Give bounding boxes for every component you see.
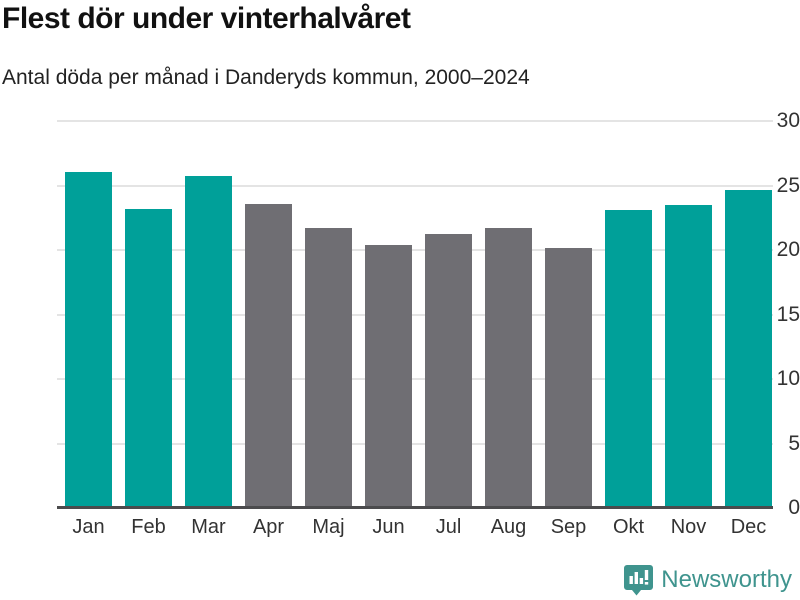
chart-title: Flest dör under vinterhalvåret (2, 2, 411, 35)
x-axis-labels: Jan Feb Mar Apr Maj Jun Jul Aug Sep Okt Nov Dec (65, 516, 772, 539)
x-axis-line (57, 506, 773, 509)
gridline-10 (57, 378, 773, 380)
bar-feb (125, 209, 172, 507)
bar-okt (605, 210, 652, 507)
bar-nov (665, 205, 712, 507)
bar-jul (425, 233, 472, 507)
bar-mar (185, 175, 232, 507)
gridline-25 (57, 184, 773, 187)
gridline-20 (57, 249, 773, 251)
plot-area (57, 120, 773, 509)
bar-chart-speech-bubble-icon (623, 564, 654, 596)
x-tick-label-maj: Maj (312, 516, 345, 538)
y-tick-label-5: 5 (788, 431, 800, 455)
x-tick-label-okt: Okt (612, 516, 645, 538)
x-tick-label-dec: Dec (730, 516, 767, 538)
x-tick-label-feb: Feb (131, 516, 166, 538)
bar-maj (305, 228, 352, 507)
newsworthy-logo-link[interactable]: Newsworthy (623, 564, 792, 596)
chart-subtitle: Antal döda per månad i Danderyds kommun,… (2, 66, 530, 89)
bar-dec (725, 189, 772, 507)
y-tick-label-30: 30 (776, 109, 800, 132)
x-tick-label-mar: Mar (191, 516, 226, 538)
bar-aug (485, 228, 532, 507)
bar-jun (365, 245, 412, 507)
x-tick-label-sep: Sep (550, 516, 587, 538)
x-tick-label-nov: Nov (670, 516, 707, 538)
y-tick-label-15: 15 (776, 302, 800, 326)
x-tick-label-jul: Jul (435, 516, 462, 538)
bar-apr (245, 203, 292, 507)
x-tick-label-jan: Jan (72, 516, 105, 538)
y-tick-label-20: 20 (776, 238, 800, 261)
y-tick-label-0: 0 (788, 496, 800, 519)
bars-row (65, 171, 772, 507)
gridline-5 (57, 442, 773, 445)
gridline-15 (57, 313, 773, 316)
x-tick-label-jun: Jun (372, 516, 405, 538)
gridline-30 (57, 120, 773, 122)
x-tick-label-apr: Apr (252, 516, 285, 538)
y-tick-label-10: 10 (776, 367, 800, 390)
bar-sep (545, 247, 592, 507)
brand-name: Newsworthy (661, 566, 792, 593)
x-tick-label-aug: Aug (490, 516, 527, 538)
bar-jan (65, 171, 112, 507)
y-tick-label-25: 25 (776, 173, 800, 197)
